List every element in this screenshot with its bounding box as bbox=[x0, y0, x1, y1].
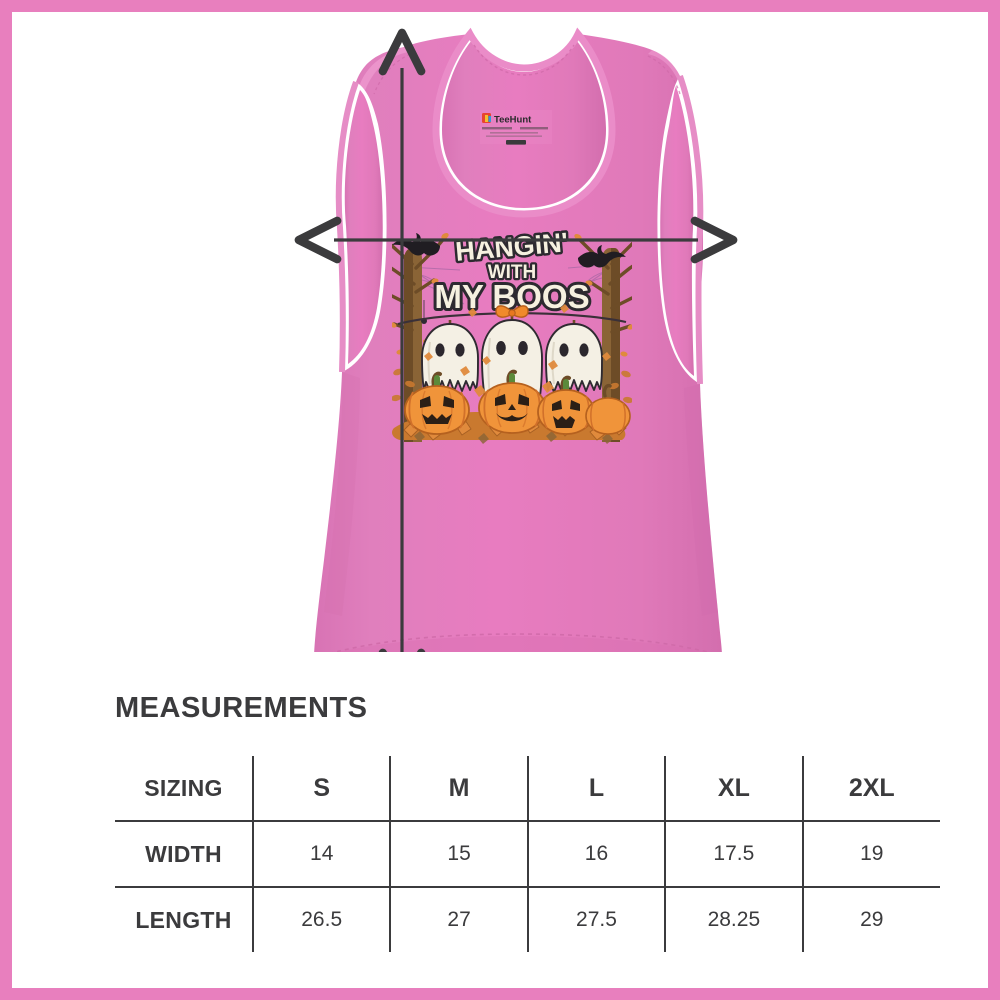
neck-label: TeeHunt bbox=[480, 110, 552, 145]
table-header-row: SIZING S M L XL 2XL bbox=[115, 756, 940, 822]
cell-length-s: 26.5 bbox=[253, 887, 392, 952]
jack-o-lantern-face-3 bbox=[552, 400, 580, 428]
cell-length-xl: 28.25 bbox=[665, 887, 804, 952]
page-canvas: TeeHunt bbox=[12, 12, 988, 988]
ghost-bow bbox=[495, 305, 529, 318]
measurements-title: MEASUREMENTS bbox=[115, 692, 368, 724]
jack-o-lantern-face-2 bbox=[495, 394, 529, 422]
measurements-section: MEASUREMENTS SIZING S M L XL 2XL WIDTH 1… bbox=[12, 660, 988, 988]
ghost-right bbox=[545, 320, 603, 393]
design-title-line2: WITH bbox=[488, 262, 537, 283]
cell-width-l: 16 bbox=[527, 821, 667, 888]
column-header-s: S bbox=[253, 756, 392, 822]
pumpkin-2 bbox=[478, 369, 546, 434]
shirt-graphic-design: HANGIN' HANGIN' WITH WITH MY BOOS MY BOO… bbox=[392, 225, 632, 444]
tank-top-illustration: TeeHunt bbox=[314, 27, 722, 652]
garment-preview: TeeHunt bbox=[12, 12, 988, 652]
table-row-width: WIDTH 14 15 16 17.5 19 bbox=[115, 821, 940, 888]
neck-label-brand: TeeHunt bbox=[494, 115, 532, 126]
column-header-sizing: SIZING bbox=[115, 756, 254, 822]
row-header-width: WIDTH bbox=[115, 821, 254, 888]
cell-width-m: 15 bbox=[390, 821, 529, 888]
cell-width-s: 14 bbox=[253, 821, 392, 888]
cell-width-xl: 17.5 bbox=[665, 821, 804, 888]
pumpkin-4 bbox=[585, 383, 631, 435]
design-title-line2-outline: WITH bbox=[488, 262, 537, 283]
column-header-2xl: 2XL bbox=[802, 756, 940, 822]
size-chart-table: SIZING S M L XL 2XL WIDTH 14 15 16 17.5 … bbox=[115, 756, 940, 952]
column-header-m: M bbox=[390, 756, 529, 822]
table-row-length: LENGTH 26.5 27 27.5 28.25 29 bbox=[115, 887, 940, 952]
cell-length-m: 27 bbox=[390, 887, 529, 952]
row-header-length: LENGTH bbox=[115, 887, 254, 952]
column-header-xl: XL bbox=[665, 756, 804, 822]
cell-length-2xl: 29 bbox=[860, 908, 884, 931]
floating-leaves bbox=[424, 304, 611, 397]
column-header-l: L bbox=[527, 756, 667, 822]
cell-width-2xl: 19 bbox=[802, 821, 940, 888]
cell-length-l: 27.5 bbox=[527, 887, 667, 952]
